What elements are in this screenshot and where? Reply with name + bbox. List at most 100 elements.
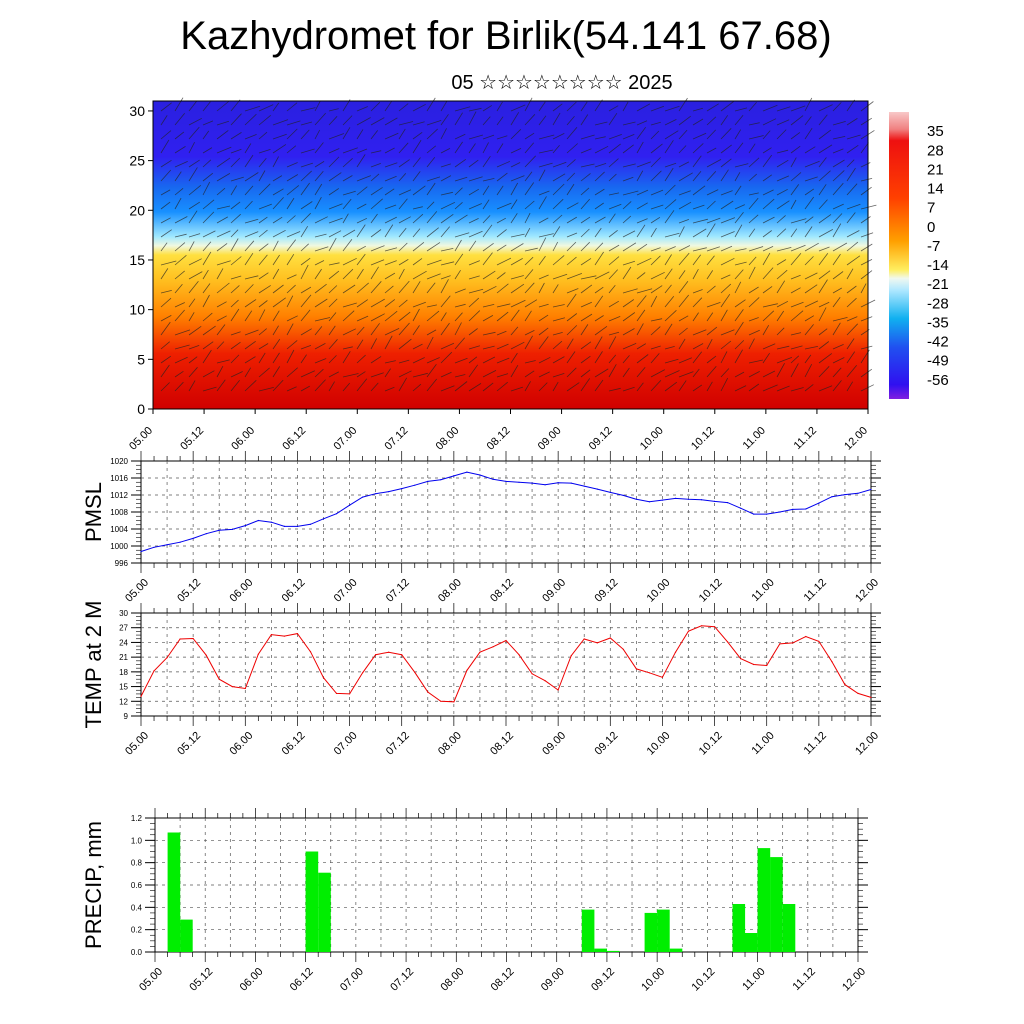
wind-barb <box>440 275 451 280</box>
wind-barb <box>580 301 592 308</box>
wind-barb <box>426 357 440 364</box>
wind-barb <box>552 214 563 224</box>
wind-barb <box>832 344 844 350</box>
wind-barb <box>510 386 524 392</box>
wind-barb <box>524 299 538 308</box>
wind-barb <box>342 346 353 350</box>
precip-xtick-label: 10.00 <box>639 966 667 994</box>
wind-barb <box>496 217 506 224</box>
wind-barb <box>174 233 187 238</box>
wind-barb <box>482 199 490 210</box>
wind-barb <box>790 145 801 154</box>
wind-barb <box>804 127 813 140</box>
wind-barb <box>454 337 466 350</box>
wind-barb <box>286 197 295 210</box>
pmsl-xtick-label: 06.00 <box>227 577 255 605</box>
wind-barb <box>496 116 504 126</box>
wind-barb <box>608 336 617 350</box>
wind-barb <box>846 338 855 350</box>
colorbar-label: 35 <box>927 123 944 140</box>
wind-barb <box>734 299 746 308</box>
wind-barb <box>636 343 647 350</box>
wind-barb <box>566 382 580 392</box>
wind-barb <box>328 133 345 140</box>
wind-barb <box>300 201 313 210</box>
pmsl-point <box>570 482 572 484</box>
wind-barb <box>174 329 191 336</box>
wind-barb <box>160 364 170 378</box>
wind-barb <box>650 157 661 168</box>
wind-barb <box>790 345 803 350</box>
wind-barb <box>398 242 408 252</box>
wind-barb <box>622 215 632 224</box>
wind-barb <box>454 133 466 140</box>
precip-xtick-label: 12.00 <box>840 966 868 994</box>
wind-barb <box>720 245 733 252</box>
wind-barb <box>524 132 535 140</box>
wind-barb <box>188 142 195 154</box>
wind-barb <box>440 248 454 252</box>
wind-barb <box>356 117 371 126</box>
wind-barb <box>356 371 366 378</box>
wind-barb <box>244 356 256 364</box>
heatmap-xtick-label: 09.12 <box>587 425 615 453</box>
wind-barb <box>552 103 563 112</box>
wind-barb <box>230 308 240 322</box>
wind-barb <box>650 247 661 252</box>
wind-barb <box>832 287 842 294</box>
wind-barb <box>370 281 382 294</box>
wind-barb <box>202 241 212 252</box>
wind-barb <box>804 160 820 168</box>
wind-barb <box>762 130 771 140</box>
wind-barb <box>650 105 665 112</box>
temp-2m-point <box>205 654 207 656</box>
wind-barb <box>860 101 874 112</box>
wind-barb <box>356 268 364 280</box>
wind-barb <box>706 200 716 210</box>
wind-barb <box>622 144 634 154</box>
wind-barb <box>188 298 196 308</box>
wind-barb <box>776 200 790 210</box>
wind-barb <box>818 214 832 224</box>
wind-barb <box>622 176 634 182</box>
wind-barb <box>356 203 367 210</box>
wind-barb <box>846 203 861 210</box>
wind-barb <box>580 313 593 322</box>
wind-barb <box>328 285 338 294</box>
wind-barb <box>608 364 617 378</box>
wind-barb <box>412 131 423 140</box>
pmsl-point <box>179 541 181 543</box>
wind-barb <box>412 213 424 224</box>
wind-barb <box>426 273 441 280</box>
wind-barb <box>370 313 385 322</box>
temp-2m-xtick-label: 09.00 <box>540 730 568 758</box>
wind-barb <box>272 197 284 210</box>
pmsl-xtick-label: 07.00 <box>332 577 360 605</box>
wind-barb <box>804 196 815 210</box>
wind-barb <box>244 172 259 182</box>
pmsl-point <box>492 478 494 480</box>
wind-barb <box>244 218 259 224</box>
wind-barb <box>748 297 760 308</box>
wind-barb <box>538 237 547 252</box>
temp-2m-point <box>401 654 403 656</box>
wind-barb <box>538 162 553 168</box>
wind-barb <box>188 367 198 378</box>
wind-barb <box>720 169 729 182</box>
wind-barb <box>678 226 685 238</box>
temp-2m-ytick-label: 18 <box>119 668 128 677</box>
wind-barb <box>216 130 229 140</box>
wind-barb <box>314 379 326 392</box>
wind-barb <box>566 172 576 182</box>
wind-barb <box>314 326 323 336</box>
wind-barb <box>258 216 268 224</box>
wind-barb <box>720 340 732 350</box>
wind-barb <box>678 357 692 364</box>
wind-barb <box>272 310 280 322</box>
wind-barb <box>552 304 565 308</box>
heatmap-ytick-label: 15 <box>129 252 145 268</box>
wind-barb <box>650 170 662 182</box>
precip-bar <box>669 948 683 952</box>
wind-barb <box>762 384 778 392</box>
wind-barb <box>734 309 744 322</box>
